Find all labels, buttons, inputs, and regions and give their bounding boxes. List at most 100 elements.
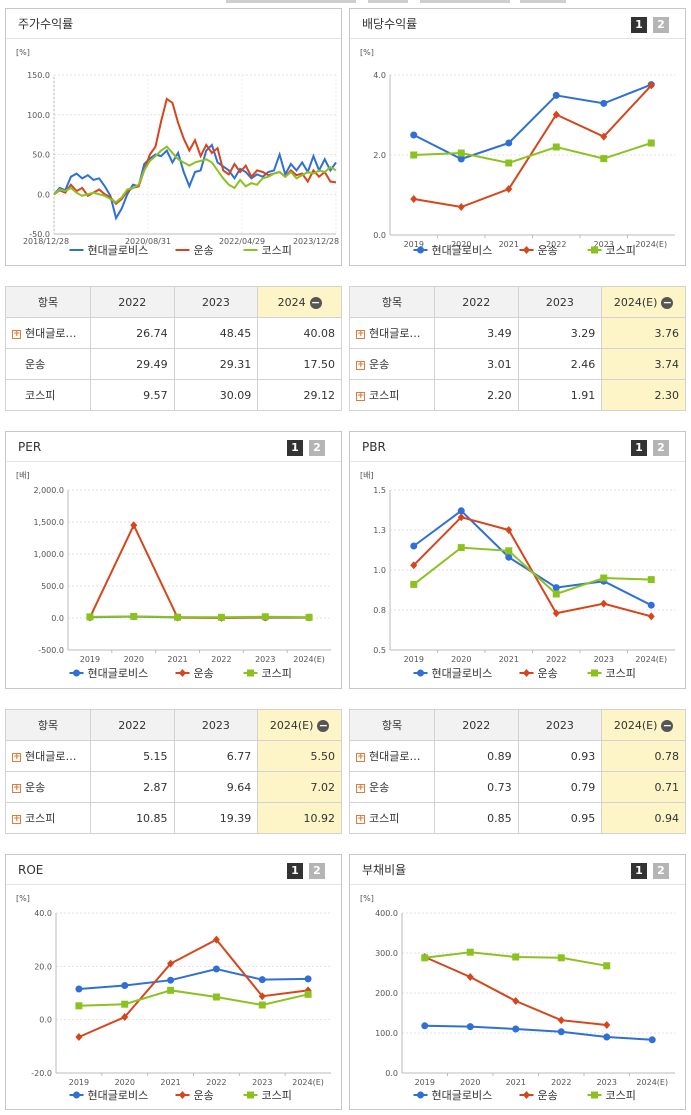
data-point (130, 612, 138, 620)
data-point (505, 553, 513, 561)
page-1-button[interactable]: 1 (287, 863, 303, 879)
x-tick-label: 2021 (499, 240, 519, 249)
x-tick-label: 2022 (211, 655, 231, 664)
value-cell: 0.85 (433, 802, 519, 834)
collapse-icon[interactable]: − (661, 718, 674, 732)
row-label-cell: + 코스피 (349, 802, 435, 834)
value-cell: 3.76 (601, 317, 686, 349)
data-point (410, 542, 418, 550)
page-2-button[interactable]: 2 (309, 863, 325, 879)
row-label-cell: + 현대글로… (349, 740, 435, 772)
data-point (512, 1025, 520, 1033)
y-tick-label: 2.0 (373, 151, 386, 160)
expand-icon[interactable]: + (356, 328, 365, 339)
data-point (600, 132, 608, 141)
legend-label: 현대글로비스 (432, 1089, 493, 1102)
data-point (421, 1022, 429, 1030)
y-tick-label: 1.0 (373, 566, 386, 575)
y-tick-label: 0.5 (373, 646, 386, 655)
page-2-button[interactable]: 2 (653, 440, 669, 456)
data-point (505, 159, 513, 167)
unit-label: [%] (360, 48, 374, 57)
data-point (457, 203, 465, 211)
collapse-icon[interactable]: − (317, 718, 330, 732)
series-line (413, 84, 652, 209)
value-cell: 0.78 (601, 740, 686, 772)
page-1-button[interactable]: 1 (631, 440, 647, 456)
value-cell: 10.85 (89, 802, 175, 834)
page-2-button[interactable]: 2 (653, 863, 669, 879)
series-line (89, 615, 310, 619)
expand-icon[interactable]: + (356, 782, 365, 793)
table-header-row: 항목 2022 2023 2024(E) − (5, 709, 342, 741)
expand-icon[interactable]: + (12, 328, 21, 339)
data-point (600, 155, 608, 163)
dividend-yield-table: 항목 2022 2023 2024(E) − + 현대글로… 3.49 3.29 3.76 + 운송 3… (349, 286, 686, 411)
expand-icon[interactable]: + (356, 751, 365, 762)
legend-marker (591, 669, 598, 677)
collapse-icon[interactable]: − (661, 295, 674, 309)
row-label-cell: + 코스피 (349, 379, 435, 411)
legend-marker (523, 246, 530, 254)
x-tick-label: 2023 (255, 655, 275, 664)
expand-icon[interactable]: + (12, 782, 21, 793)
data-point (457, 544, 465, 552)
page-1-button[interactable]: 1 (287, 440, 303, 456)
y-tick-label: 1.3 (373, 526, 386, 535)
page-2-button[interactable]: 2 (653, 17, 669, 33)
expand-icon[interactable]: + (356, 359, 365, 370)
x-tick-label: 2022 (551, 1078, 571, 1087)
row-label-cell: + 운송 (5, 771, 91, 803)
y-tick-label: 300.0 (375, 949, 398, 958)
x-tick-label: 2019 (404, 655, 424, 664)
legend-marker (73, 1091, 80, 1099)
debt-ratio-panel: 부채비율 1 2 [%] 400.0 300.0 200.0 100.0 0.0 2019 2… (349, 854, 686, 1110)
data-point (648, 1036, 656, 1044)
legend-marker (247, 669, 254, 677)
legend-label: 운송 (194, 244, 214, 257)
value-cell: 2.46 (517, 348, 603, 380)
y-tick-label: 50.0 (32, 151, 50, 160)
value-cell: 2.20 (433, 379, 519, 411)
row-label: 운송 (369, 358, 390, 371)
expand-icon[interactable]: + (12, 751, 21, 762)
page-2-button[interactable]: 2 (309, 440, 325, 456)
page-1-button[interactable]: 1 (631, 17, 647, 33)
column-header: 항목 (349, 709, 435, 741)
dividend-yield-panel: 배당수익률 1 2 [%] 4.0 2.0 0.0 2019 2020 2021 2022 20… (349, 8, 686, 266)
data-point (121, 1000, 129, 1008)
expand-icon[interactable]: + (356, 813, 365, 824)
data-point (121, 982, 129, 990)
x-tick-label: 2021 (167, 655, 187, 664)
series-line (413, 546, 652, 596)
series-line (89, 522, 310, 619)
expand-icon[interactable]: + (12, 813, 21, 824)
value-cell: 0.95 (517, 802, 603, 834)
value-cell: 26.74 (89, 317, 175, 349)
data-point (466, 948, 474, 956)
value-cell: 5.15 (89, 740, 175, 772)
x-tick-label: 2020/08/31 (125, 237, 171, 246)
collapse-icon[interactable]: − (309, 295, 322, 309)
y-tick-label: 0.0 (385, 1069, 398, 1078)
row-label-cell: + 현대글로… (5, 740, 91, 772)
value-cell: 0.93 (517, 740, 603, 772)
data-point (410, 195, 418, 203)
data-point (212, 935, 220, 944)
data-point (212, 993, 220, 1001)
table-header-row: 항목 2022 2023 2024(E) − (349, 286, 686, 318)
y-tick-label: -50.0 (29, 230, 50, 239)
data-point (552, 609, 560, 618)
y-tick-label: 4.0 (373, 71, 386, 80)
row-label: 코스피 (25, 812, 56, 825)
column-header-label: 2023 (545, 718, 574, 732)
data-point (603, 1021, 611, 1029)
data-point (600, 599, 608, 608)
x-tick-label: 2020 (451, 655, 471, 664)
expand-icon[interactable]: + (356, 390, 365, 401)
legend-label: 코스피 (262, 667, 292, 680)
page-1-button[interactable]: 1 (631, 863, 647, 879)
value-cell: 3.29 (517, 317, 603, 349)
value-cell: 48.45 (173, 317, 259, 349)
x-tick-label: 2019 (404, 240, 424, 249)
